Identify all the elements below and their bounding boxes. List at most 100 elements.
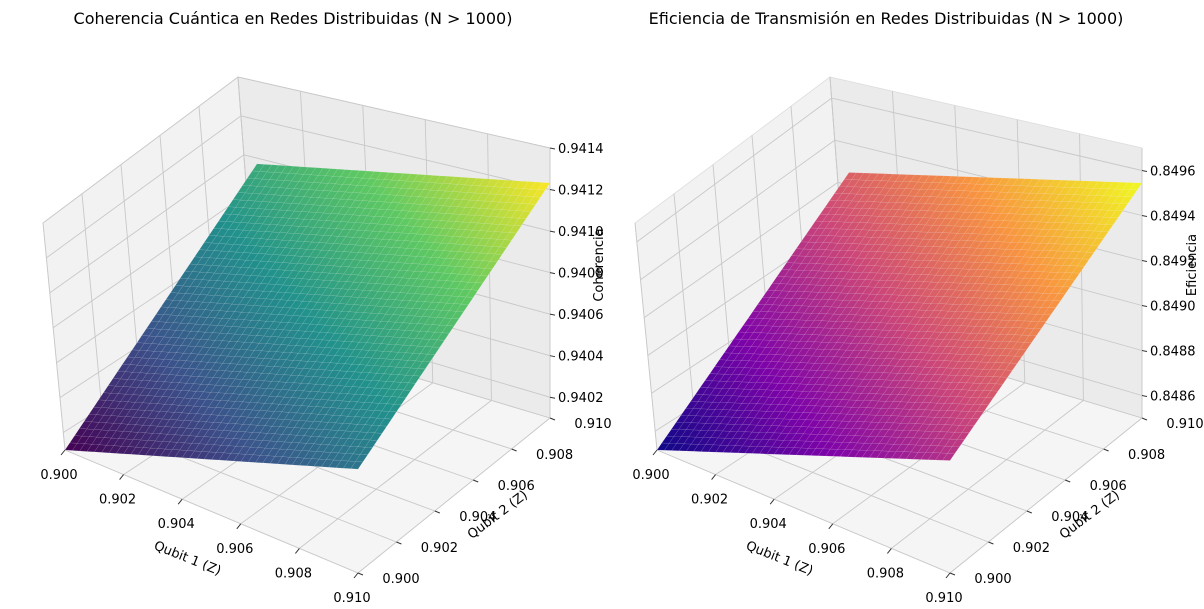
surface-cell (979, 312, 993, 320)
y-tick-label: 0.908 (536, 448, 573, 463)
surface-cell (1040, 278, 1054, 287)
surface-cell (165, 292, 179, 301)
surface-cell (830, 278, 844, 287)
surface-cell (819, 206, 833, 215)
surface-cell (877, 351, 891, 359)
surface-cell (826, 370, 840, 379)
surface-cell (863, 393, 877, 402)
surface-cell (792, 376, 806, 385)
surface-cell (1022, 185, 1036, 194)
surface-cell (755, 375, 769, 383)
surface-cell (122, 379, 136, 388)
surface-cell (151, 313, 164, 322)
x-tick-mark (60, 449, 66, 456)
surface-cell (895, 401, 909, 410)
surface-cell (963, 411, 977, 419)
z-tick-label: 0.9406 (558, 308, 604, 323)
surface-cell (1088, 209, 1102, 218)
surface (656, 172, 1143, 461)
surface-cell (882, 365, 896, 374)
surface-cell (875, 408, 889, 416)
surface-cell (883, 450, 897, 459)
surface-cell (795, 383, 808, 392)
surface-cell (916, 295, 929, 304)
surface-cell (744, 424, 758, 433)
surface-cell (851, 215, 865, 223)
surface-cell (673, 429, 687, 437)
surface-cell (846, 364, 859, 372)
surface-cell (1078, 244, 1092, 253)
surface-cell (732, 431, 746, 439)
surface-cell (1040, 300, 1054, 308)
surface-cell (805, 412, 819, 421)
surface-cell (925, 239, 939, 247)
surface-cell (1002, 213, 1016, 222)
surface-cell (962, 325, 976, 334)
surface-cell (256, 328, 269, 337)
surface-cell (925, 260, 939, 269)
surface-cell (1011, 320, 1025, 329)
surface-cell (857, 293, 871, 302)
surface-cell (663, 443, 677, 451)
z-axis-label: Coherencia (592, 228, 607, 301)
surface-cell (954, 425, 968, 433)
surface-cell (1057, 265, 1071, 273)
surface-cell (223, 206, 236, 215)
surface-cell (854, 222, 868, 231)
surface-cell (831, 363, 845, 372)
surface-cell (997, 341, 1011, 349)
surface-cell (889, 301, 903, 310)
surface-cell (825, 264, 839, 272)
surface-cell (991, 262, 1005, 271)
surface-cell (820, 292, 834, 300)
surface-cell (377, 261, 391, 270)
surface-cell (792, 333, 805, 342)
surface-cell (1027, 264, 1041, 272)
surface-cell (986, 291, 1000, 299)
surface-cell (961, 240, 975, 249)
surface-cell (803, 448, 817, 456)
z-tick-label: 0.8488 (1150, 345, 1196, 360)
surface-cell (1039, 214, 1053, 223)
z-tick-mark (1141, 350, 1148, 352)
surface-cell (963, 389, 977, 398)
surface-cell (768, 368, 781, 377)
surface-cell (273, 165, 287, 174)
surface-cell (869, 450, 882, 459)
surface-cell (990, 198, 1004, 207)
z-gridline (636, 97, 1143, 243)
surface-cell (1074, 251, 1088, 260)
surface-cell (820, 270, 834, 279)
surface-cell (937, 275, 951, 283)
surface-cell (870, 187, 884, 196)
y-tick-mark (988, 541, 994, 545)
surface-cell (464, 177, 478, 186)
surface-cell (1083, 237, 1097, 246)
surface-cell (998, 263, 1012, 271)
surface-cell (845, 342, 859, 351)
surface-cell (841, 413, 855, 422)
z-tick-mark (549, 272, 556, 275)
y-tick-mark (1103, 448, 1109, 452)
surface-cell (1000, 206, 1014, 214)
surface-cell (876, 429, 890, 438)
surface-cell (818, 327, 832, 336)
surface-cell (756, 396, 770, 405)
surface-cell (1021, 327, 1035, 336)
surface-cell (866, 400, 879, 409)
surface-cell (1071, 244, 1085, 253)
surface-cell (791, 248, 804, 257)
surface-cell (840, 328, 854, 337)
surface-cell (1069, 237, 1083, 245)
surface-cell (898, 245, 912, 253)
surface-cell (1085, 202, 1099, 210)
surface-cell (919, 366, 933, 375)
surface-cell (842, 229, 855, 237)
surface-cell (998, 241, 1012, 250)
surface-cell (759, 446, 773, 455)
surface-cell (975, 177, 989, 185)
surface-cell (865, 336, 879, 345)
surface-cell (801, 298, 815, 307)
surface-cell (382, 254, 396, 263)
surface-cell (1015, 228, 1029, 236)
